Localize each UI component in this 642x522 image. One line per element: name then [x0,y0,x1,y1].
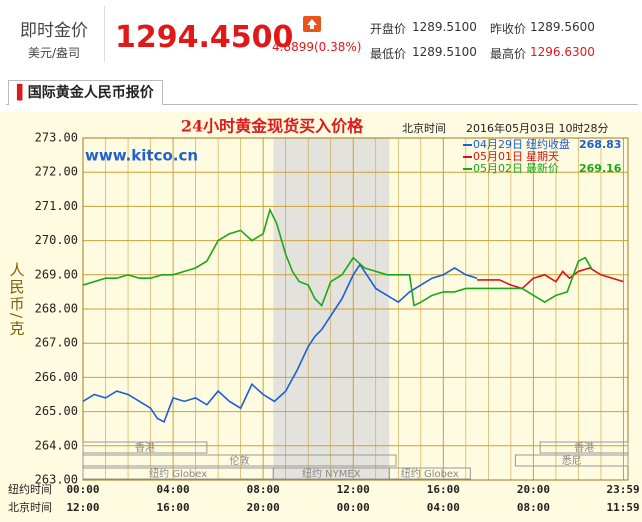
legend-name: 04月29日 [473,138,523,151]
y-tick-label: 267.00 [35,336,78,350]
x-axis-label: 纽约时间 [8,482,52,496]
y-tick-label: 269.00 [35,267,78,281]
legend-text: 纽约收盘 [526,137,570,151]
legend-name: 05月02日 [473,162,523,175]
x-tick-label: 12:00 [66,501,99,514]
x-tick-label: 08:00 [517,501,550,514]
open: 1289.5100 [412,20,477,34]
low: 1289.5100 [412,45,477,59]
x-tick-label: 04:00 [427,501,460,514]
y-tick-label: 266.00 [35,370,78,384]
x-tick-label: 16:00 [157,501,190,514]
header-title: 即时金价 [20,21,88,41]
y-tick-label: 271.00 [35,199,78,213]
open-label: 开盘价 [370,22,407,36]
legend-text: 最新价 [526,161,559,175]
legend-text: 星期天 [526,150,559,163]
market-label: 纽约 Globex [401,467,459,480]
tab: ▌国际黄金人民币报价 [8,80,163,105]
time-label: 北京时间 [402,121,446,135]
price: 1294.4500 [115,20,294,55]
x-tick-label: 23:59 [606,483,639,496]
market-label: 纽约 NYMEX [302,467,361,480]
y-tick-label: 272.00 [35,165,78,179]
y-tick-label: 264.00 [35,438,78,452]
market-label: 伦敦 [230,454,250,467]
market-band [82,454,397,467]
low-label: 最低价 [370,47,407,61]
x-tick-label: 11:59 [606,501,639,514]
tab-label: 国际黄金人民币报价 [27,85,154,101]
market-label: 香港 [574,442,594,454]
y-axis-label: 人民币/克 [8,262,26,337]
series-line [477,267,624,290]
y-tick-label: 265.00 [35,404,78,418]
prev-label: 昨收价 [490,22,527,36]
legend-name: 05月01日 [473,150,523,163]
market-band [388,467,471,480]
watermark: www.kitco.cn [85,147,198,165]
y-tick-label: 268.00 [35,302,78,316]
prev: 1289.5600 [530,20,595,34]
series-line [82,207,593,308]
x-tick-label: 20:00 [247,501,280,514]
x-tick-label: 00:00 [66,483,99,496]
market-band [539,441,629,454]
chart: 263.00 264.00 265.00 266.00 267.00 268.00 269.… [0,112,642,522]
legend-value: 269.16 [579,162,622,175]
header-unit: 美元/盎司 [28,46,81,60]
y-tick-label: 263.00 [35,473,78,487]
legend-value: 268.83 [579,138,621,151]
market-label: 纽约 Globex [149,467,207,480]
market-label: 悉尼 [562,455,582,467]
x-axis-label: 北京时间 [8,500,52,514]
market-band [514,454,629,467]
market-label: 香港 [135,442,155,454]
x-tick-label: 04:00 [157,483,190,496]
high: 1296.6300 [530,45,595,59]
x-tick-label: 16:00 [427,483,460,496]
timestamp: 2016年05月03日 10时28分 [466,121,608,135]
x-tick-label: 20:00 [517,483,550,496]
chart-title: 24小时黄金现货买入价格 [181,117,364,136]
x-tick-label: 00:00 [337,501,370,514]
up-arrow [303,16,321,32]
market-band [82,441,208,454]
y-tick-label: 270.00 [35,233,78,247]
tab-rule [6,104,638,105]
high-label: 最高价 [490,47,527,61]
series-line [82,263,478,423]
y-tick-label: 273.00 [35,131,78,145]
arrow-icon [307,19,317,29]
plot-border [82,137,629,481]
change: 4.8899(0.38%) [272,40,362,54]
header-left: 即时金价 美元/盎司 [8,6,105,62]
x-tick-label: 12:00 [337,483,370,496]
x-tick-label: 08:00 [247,483,280,496]
